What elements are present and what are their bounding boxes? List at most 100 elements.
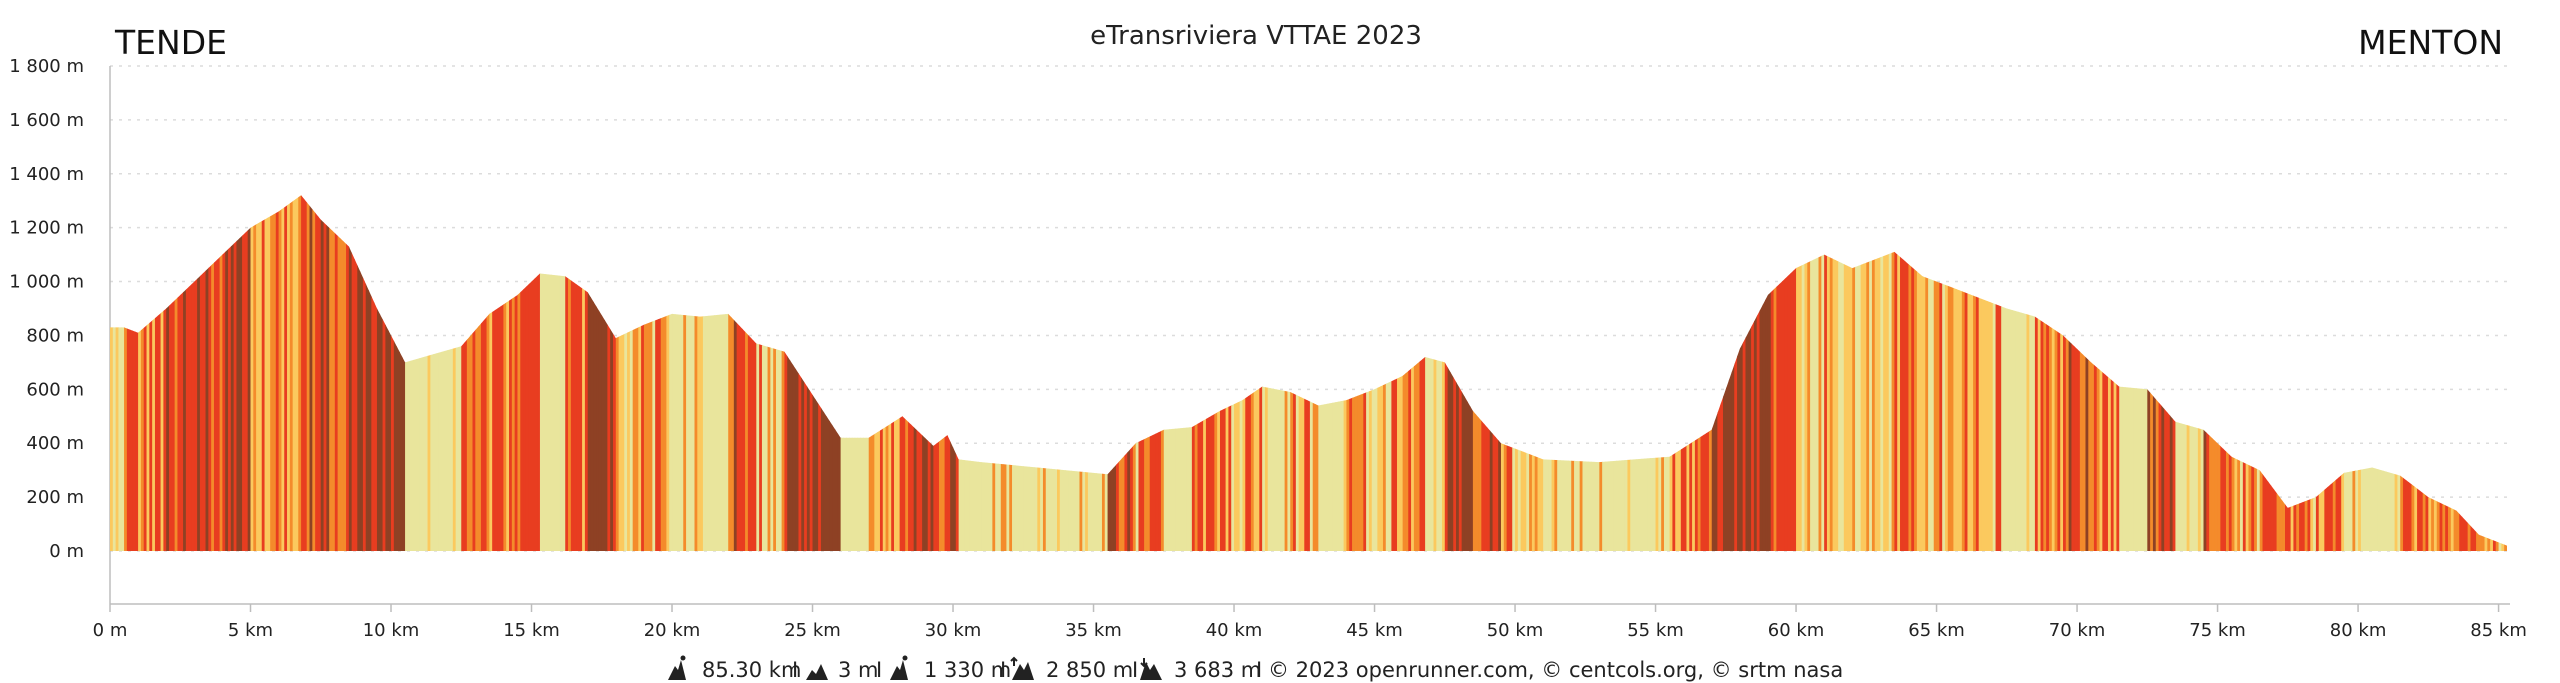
slope-band — [1430, 195, 1435, 551]
slope-band — [1742, 195, 1747, 551]
slope-band — [618, 195, 623, 551]
slope-band — [1790, 195, 1794, 551]
slope-band — [2299, 195, 2303, 551]
slope-band — [1751, 195, 1755, 551]
slope-band — [2015, 195, 2019, 551]
slope-band — [582, 195, 586, 551]
slope-band — [702, 195, 707, 551]
slope-band — [562, 195, 566, 551]
slope-band — [258, 195, 263, 551]
slope-band — [1852, 195, 1856, 551]
slope-band — [219, 195, 223, 551]
distance-icon — [668, 655, 686, 680]
slope-band — [2082, 195, 2087, 551]
slope-band — [2315, 195, 2320, 551]
slope-band — [1905, 195, 1910, 551]
distance-value: 85.30 km — [702, 658, 801, 682]
slope-band — [2006, 195, 2011, 551]
slope-band — [208, 195, 212, 551]
slope-band — [464, 195, 468, 551]
slope-band — [233, 195, 238, 551]
slope-band — [2285, 195, 2289, 551]
slope-band — [205, 195, 209, 551]
slope-band — [486, 195, 490, 551]
slope-band — [292, 195, 297, 551]
slope-band — [1950, 195, 1955, 551]
slope-band — [1995, 195, 1999, 551]
slope-band — [1871, 195, 1876, 551]
footer-separator: I — [1000, 658, 1006, 682]
x-tick-label: 60 km — [1768, 620, 1825, 641]
slope-band — [152, 195, 156, 551]
slope-band — [129, 195, 134, 551]
slope-band — [2088, 195, 2092, 551]
slope-band — [1801, 195, 1806, 551]
slope-band — [610, 195, 614, 551]
slope-band — [534, 195, 538, 551]
slope-band — [185, 195, 190, 551]
slope-band — [1933, 195, 1938, 551]
slope-band — [1942, 195, 1946, 551]
slope-band — [346, 195, 350, 551]
slope-band — [1773, 195, 1777, 551]
slope-band — [270, 195, 274, 551]
slope-band — [627, 195, 631, 551]
slope-band — [1408, 195, 1412, 551]
slope-band — [1776, 195, 1780, 551]
slope-band — [236, 195, 240, 551]
slope-band — [354, 195, 358, 551]
slope-band — [289, 195, 294, 551]
slope-band — [767, 195, 771, 551]
slope-band — [1826, 195, 1831, 551]
slope-band — [357, 195, 361, 551]
slope-band — [672, 195, 676, 551]
slope-band — [1745, 195, 1749, 551]
slope-band — [1939, 195, 1943, 551]
slope-band — [115, 195, 120, 551]
slope-band — [1779, 195, 1783, 551]
slope-band — [539, 195, 544, 551]
slope-band — [736, 195, 741, 551]
slope-band — [2054, 195, 2058, 551]
slope-band — [2487, 195, 2491, 551]
slope-band — [573, 195, 578, 551]
slope-band — [2068, 195, 2073, 551]
slope-band — [795, 195, 800, 551]
slope-band — [1978, 195, 1983, 551]
slope-band — [2456, 195, 2460, 551]
slope-band — [2046, 195, 2050, 551]
slope-band — [469, 195, 474, 551]
slope-band — [1737, 195, 1741, 551]
slope-band — [228, 195, 232, 551]
slope-band — [500, 195, 505, 551]
slope-band — [722, 195, 727, 551]
slope-band — [548, 195, 552, 551]
slope-band — [2476, 195, 2480, 551]
slope-band — [315, 195, 319, 551]
slope-band — [317, 195, 322, 551]
slope-band — [716, 195, 721, 551]
slope-band — [407, 195, 412, 551]
slope-band — [360, 195, 364, 551]
slope-band — [2447, 195, 2452, 551]
slope-band — [747, 195, 752, 551]
slope-band — [2290, 195, 2295, 551]
slope-band — [745, 195, 749, 551]
x-tick-label: 55 km — [1627, 620, 1684, 641]
slope-band — [2085, 195, 2089, 551]
slope-band — [2450, 195, 2455, 551]
slope-band — [1987, 195, 1991, 551]
slope-band — [2327, 195, 2331, 551]
slope-band — [334, 195, 339, 551]
slope-band — [278, 195, 283, 551]
y-tick-label: 600 m — [26, 379, 84, 400]
slope-band — [1812, 195, 1817, 551]
slope-band — [1891, 195, 1895, 551]
slope-band — [528, 195, 533, 551]
slope-band — [2001, 195, 2005, 551]
slope-band — [638, 195, 642, 551]
slope-band — [1756, 195, 1761, 551]
slope-band — [118, 195, 122, 551]
slope-band — [455, 195, 460, 551]
slope-band — [635, 195, 639, 551]
